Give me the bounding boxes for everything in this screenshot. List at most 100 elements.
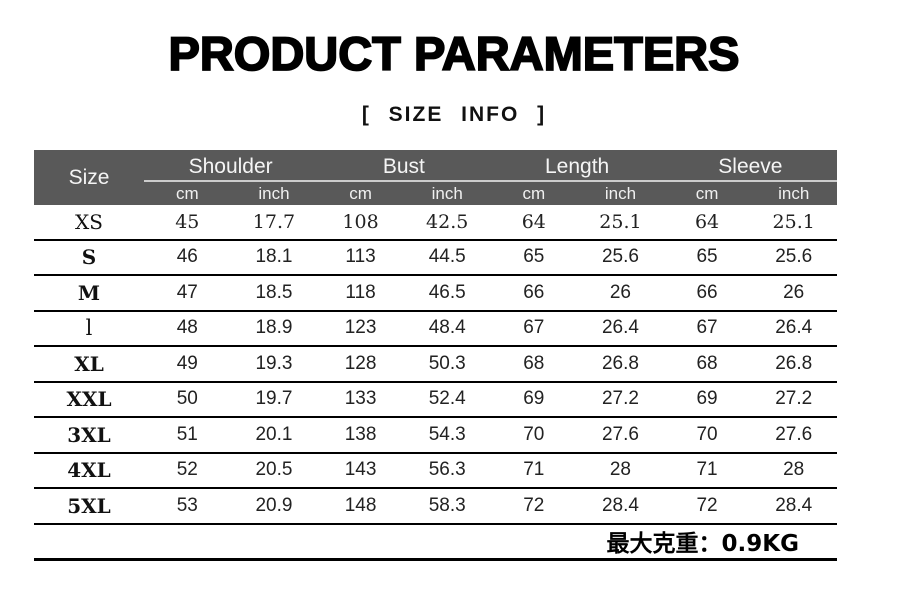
size-label: XS [75,209,103,234]
cell-bust-inch: 54.3 [428,423,466,445]
cell-sleeve-inch: 25.6 [775,246,813,268]
cell-shoulder-cm: 48 [176,317,198,339]
cell-shoulder-inch: 18.9 [255,317,293,339]
cell-bust-inch: 52.4 [428,388,466,410]
cell-sleeve-cm: 72 [696,494,718,516]
cell-sleeve-cm: 71 [696,459,718,481]
cell-length-cm: 67 [523,317,545,339]
cell-shoulder-cm: 49 [176,352,198,374]
cell-sleeve-cm: 68 [696,352,718,374]
cell-bust-cm: 123 [344,317,377,339]
cell-sleeve-inch: 28.4 [775,494,813,516]
cell-sleeve-inch: 27.2 [775,388,813,410]
cell-sleeve-cm: 67 [696,317,718,339]
unit-header-bust-cm: cm [349,183,372,203]
cell-length-cm: 65 [523,246,545,268]
column-group-length: Length [545,154,610,178]
table-row-xl: XL 49 19.3 128 50.3 68 26.8 68 26.8 [34,347,837,383]
cell-length-inch: 25.1 [599,210,642,233]
cell-sleeve-cm: 69 [696,388,718,410]
cell-bust-cm: 108 [342,210,379,233]
cell-shoulder-inch: 18.1 [255,246,293,268]
cell-length-inch: 27.6 [601,423,639,445]
max-weight-row: 最大克重：0.9KG [34,525,837,561]
unit-header-row: cm inch cm inch cm inch cm inch [144,180,837,205]
cell-length-inch: 27.2 [601,388,639,410]
unit-header-length-inch: inch [604,183,637,203]
cell-length-cm: 70 [523,423,545,445]
cell-length-cm: 64 [521,210,546,233]
unit-header-sleeve-cm: cm [695,183,719,203]
cell-shoulder-cm: 46 [176,246,198,268]
table-row-5xl: 5XL 53 20.9 148 58.3 72 28.4 72 28.4 [34,489,837,525]
cell-sleeve-inch: 26.4 [775,317,813,339]
unit-header-shoulder-inch: inch [258,183,290,203]
size-label: l [85,316,93,341]
cell-bust-inch: 48.4 [428,317,466,339]
size-label: 4XL [67,458,111,483]
cell-shoulder-inch: 19.7 [255,388,293,410]
cell-bust-inch: 56.3 [428,459,466,481]
cell-bust-cm: 128 [344,352,377,374]
cell-shoulder-cm: 52 [176,459,198,481]
column-group-bust: Bust [382,154,425,178]
column-group-shoulder: Shoulder [188,154,273,178]
cell-length-cm: 72 [523,494,545,516]
cell-shoulder-inch: 20.5 [255,459,293,481]
table-body: XS 45 17.7 108 42.5 64 25.1 64 25.1 S 46 18.1 113 44.… [34,205,837,525]
cell-length-cm: 69 [523,388,545,410]
cell-length-inch: 28.4 [601,494,639,516]
table-row-m: M 47 18.5 118 46.5 66 26 66 26 [34,276,837,312]
size-table: Size Shoulder Bust Length Sleeve cm inch cm in… [34,150,837,561]
cell-shoulder-cm: 47 [176,281,198,303]
cell-sleeve-inch: 27.6 [775,423,813,445]
page-title: PRODUCT PARAMETERS [168,26,741,81]
cell-sleeve-cm: 64 [694,210,720,233]
table-header-right: Shoulder Bust Length Sleeve cm inch cm inch cm i… [144,150,837,205]
cell-length-inch: 26.4 [601,317,639,339]
cell-sleeve-inch: 26.8 [775,352,813,374]
cell-bust-cm: 133 [344,388,377,410]
size-label: 3XL [67,422,111,447]
unit-header-bust-inch: inch [431,183,463,203]
unit-header-shoulder-cm: cm [175,183,199,203]
unit-header-length-cm: cm [522,183,546,203]
size-label: XL [74,351,104,376]
table-row-xxl: XXL 50 19.7 133 52.4 69 27.2 69 27.2 [34,383,837,418]
cell-bust-inch: 46.5 [428,281,466,303]
cell-bust-inch: 42.5 [426,210,469,233]
cell-shoulder-inch: 17.7 [252,210,296,233]
max-weight-text: 最大克重：0.9KG [606,531,799,557]
cell-bust-cm: 148 [344,494,377,516]
cell-shoulder-cm: 53 [176,494,198,516]
column-group-row: Shoulder Bust Length Sleeve [144,150,837,180]
cell-length-inch: 25.6 [601,246,639,268]
size-label: M [77,280,101,305]
cell-shoulder-inch: 20.9 [255,494,293,516]
cell-sleeve-inch: 26 [783,281,805,303]
cell-bust-inch: 44.5 [428,246,466,268]
unit-header-sleeve-inch: inch [778,183,810,203]
cell-shoulder-cm: 50 [176,388,198,410]
cell-shoulder-inch: 19.3 [255,352,293,374]
cell-shoulder-cm: 45 [175,210,200,233]
cell-bust-cm: 113 [345,246,376,268]
cell-bust-inch: 58.3 [428,494,466,516]
cell-sleeve-cm: 66 [696,281,718,303]
cell-sleeve-cm: 70 [696,423,718,445]
cell-shoulder-inch: 20.1 [255,423,293,445]
cell-length-cm: 71 [523,459,545,481]
cell-shoulder-inch: 18.5 [255,281,293,303]
cell-shoulder-cm: 51 [176,423,198,445]
cell-sleeve-cm: 65 [696,246,718,268]
size-info-subtitle: [ SIZE INFO ] [361,103,547,126]
table-row-3xl: 3XL 51 20.1 138 54.3 70 27.6 70 27.6 [34,418,837,454]
size-label: XXL [66,387,112,412]
table-row-s: S 46 18.1 113 44.5 65 25.6 65 25.6 [34,241,837,276]
cell-bust-cm: 118 [345,281,376,303]
cell-length-inch: 26.8 [601,352,639,374]
cell-sleeve-inch: 28 [783,459,805,481]
cell-length-cm: 66 [523,281,545,303]
column-group-sleeve: Sleeve [718,154,783,178]
